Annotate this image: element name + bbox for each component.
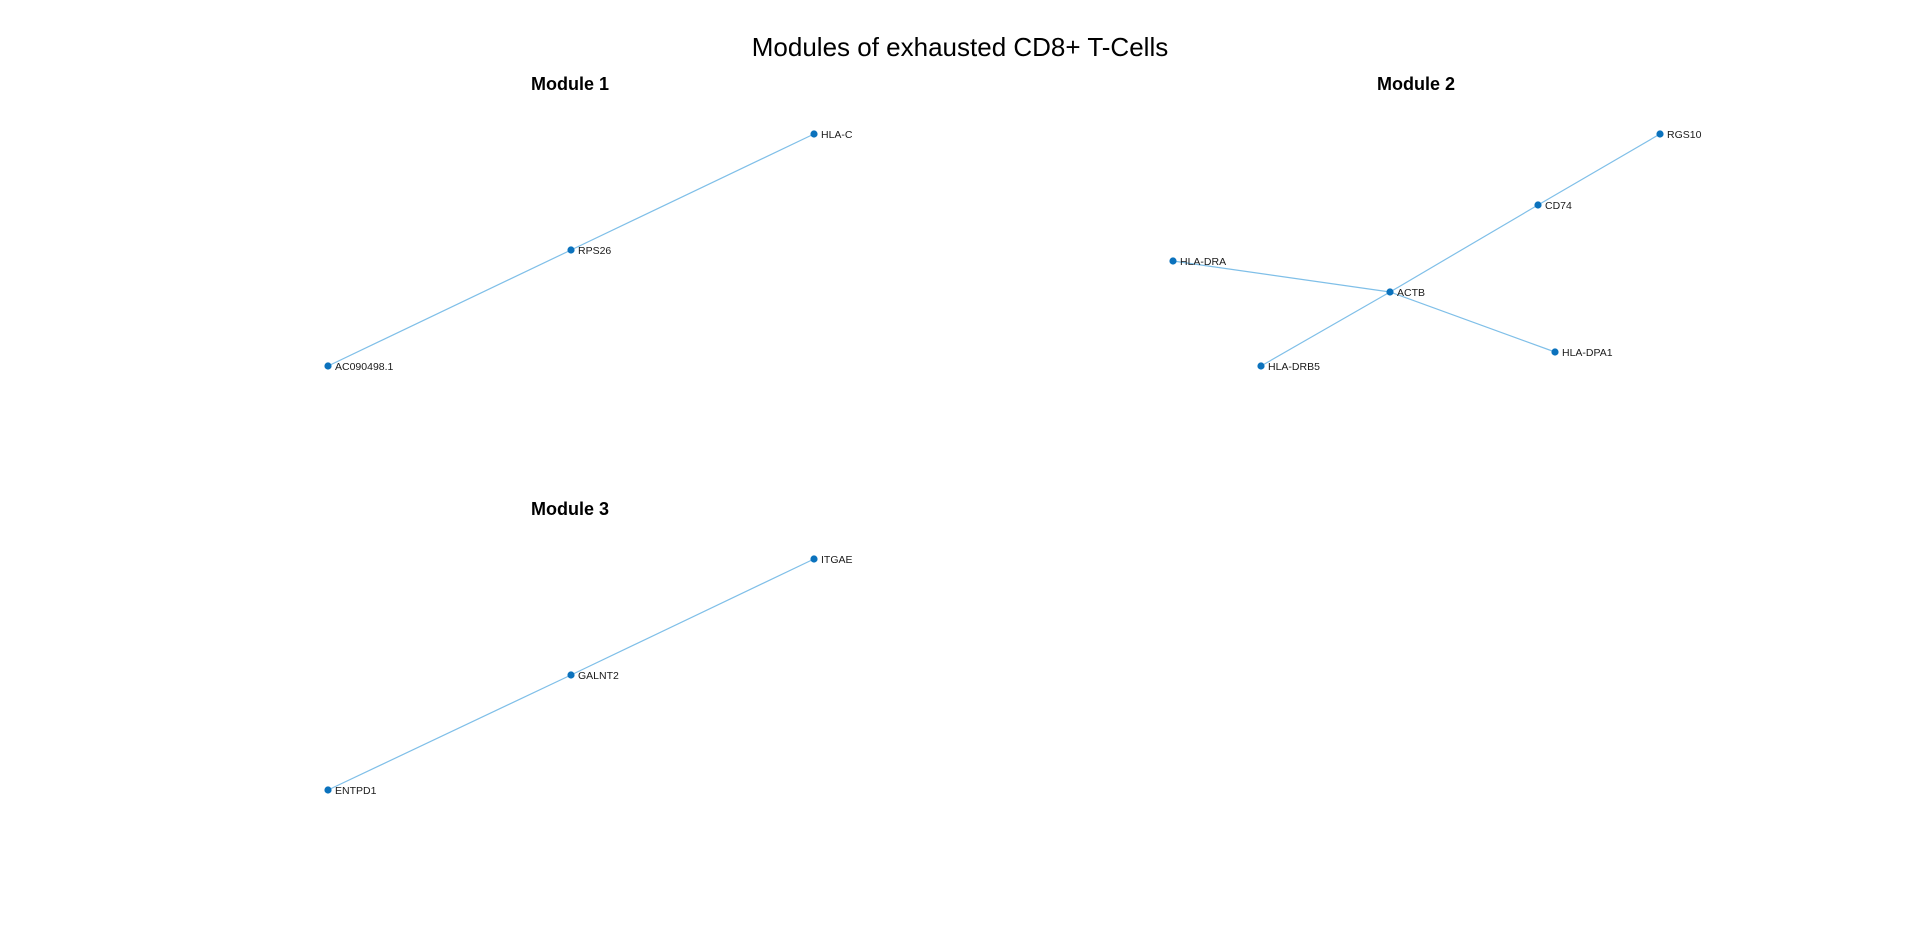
edge-rps26-ac090498-1 (327, 249, 572, 367)
module-3-edges (327, 558, 815, 791)
node-itgae (810, 555, 818, 563)
node-label-galnt2: GALNT2 (578, 670, 619, 682)
node-label-hla-dra: HLA-DRA (1180, 256, 1226, 268)
node-actb (1386, 288, 1394, 296)
node-hla-dra (1169, 257, 1177, 265)
node-label-actb: ACTB (1397, 287, 1425, 299)
edge-actb-hla-dpa1 (1389, 291, 1556, 353)
module-1-edges (327, 133, 815, 367)
module-3-title: Module 3 (531, 499, 609, 519)
edge-actb-hla-drb5 (1260, 291, 1391, 367)
node-label-ac090498-1: AC090498.1 (335, 361, 394, 373)
edge-cd74-actb (1389, 204, 1539, 293)
node-hla-drb5 (1257, 362, 1265, 370)
figure-title: Modules of exhausted CD8+ T-Cells (752, 32, 1168, 62)
module-2-nodes: RGS10 CD74 HLA-DRA ACTB HLA-DPA1 HLA-DRB5 (1169, 129, 1702, 373)
node-label-hla-dpa1: HLA-DPA1 (1562, 347, 1613, 359)
edge-hla-c-rps26 (570, 133, 815, 251)
node-cd74 (1534, 201, 1542, 209)
node-rps26 (567, 246, 575, 254)
node-label-rps26: RPS26 (578, 245, 611, 257)
module-2-edges (1172, 133, 1661, 367)
module-3-panel: Module 3 ITGAE GALNT2 ENTPD1 (324, 499, 853, 797)
edge-hla-dra-actb (1172, 260, 1391, 293)
node-label-itgae: ITGAE (821, 554, 853, 566)
module-2-title: Module 2 (1377, 74, 1455, 94)
node-hla-dpa1 (1551, 348, 1559, 356)
edge-galnt2-entpd1 (327, 674, 572, 791)
node-entpd1 (324, 786, 332, 794)
module-1-nodes: HLA-C RPS26 AC090498.1 (324, 129, 853, 373)
edge-itgae-galnt2 (570, 558, 815, 676)
module-1-panel: Module 1 HLA-C RPS26 AC090498.1 (324, 74, 853, 373)
module-1-title: Module 1 (531, 74, 609, 94)
module-2-panel: Module 2 RGS10 CD74 HLA-DRA ACTB HLA-DPA1 HLA… (1169, 74, 1702, 373)
node-hla-c (810, 130, 818, 138)
module-3-nodes: ITGAE GALNT2 ENTPD1 (324, 554, 853, 797)
edge-rgs10-cd74 (1537, 133, 1661, 206)
node-label-hla-drb5: HLA-DRB5 (1268, 361, 1320, 373)
node-ac090498-1 (324, 362, 332, 370)
node-label-rgs10: RGS10 (1667, 129, 1702, 141)
node-galnt2 (567, 671, 575, 679)
node-label-cd74: CD74 (1545, 200, 1572, 212)
node-label-hla-c: HLA-C (821, 129, 853, 141)
node-label-entpd1: ENTPD1 (335, 785, 377, 797)
node-rgs10 (1656, 130, 1664, 138)
